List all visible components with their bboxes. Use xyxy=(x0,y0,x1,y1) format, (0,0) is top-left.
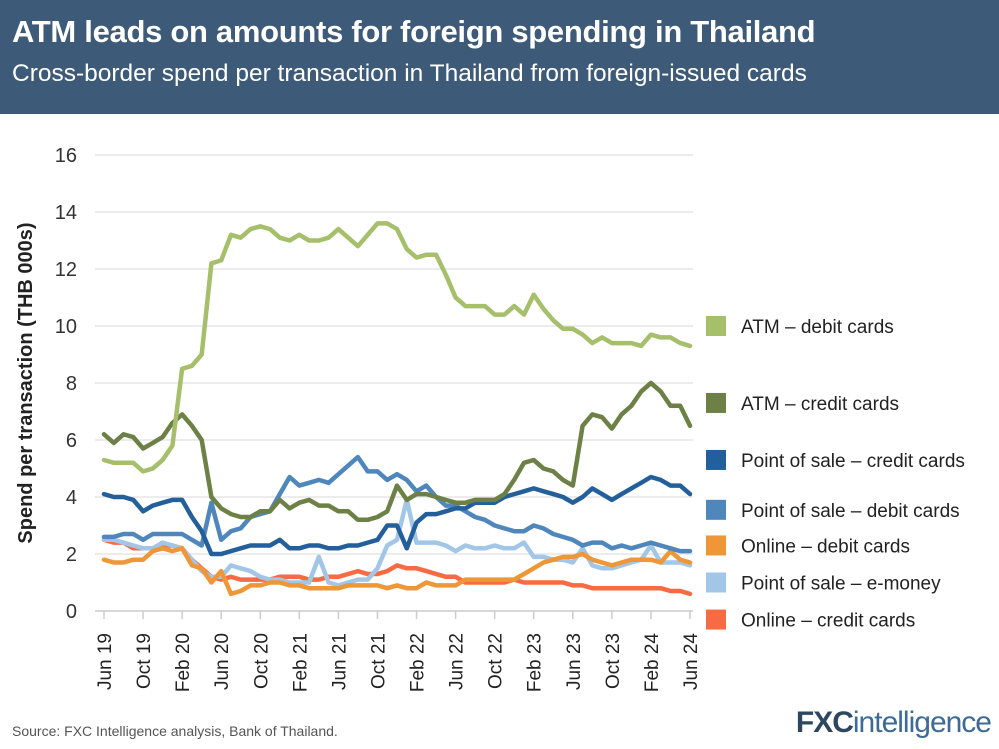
y-tick-label: 6 xyxy=(66,430,77,452)
legend-swatch xyxy=(706,392,726,413)
x-tick-label: Jun 19 xyxy=(95,633,116,690)
y-tick-label: 16 xyxy=(55,145,77,167)
logo-part: intelligence xyxy=(852,706,992,739)
y-tick-label: 14 xyxy=(55,202,77,224)
source-note: Source: FXC Intelligence analysis, Bank … xyxy=(12,723,338,739)
y-tick-label: 10 xyxy=(55,316,77,338)
series-line xyxy=(101,546,693,597)
fxc-logo: FXCintelligence xyxy=(795,706,992,740)
x-tick-label: Jun 24 xyxy=(681,633,702,690)
x-tick-label: Oct 22 xyxy=(486,633,507,689)
y-tick-label: 4 xyxy=(66,487,77,509)
x-tick-label: Feb 24 xyxy=(642,633,663,693)
x-tick-label: Feb 20 xyxy=(173,633,194,692)
y-tick-label: 0 xyxy=(66,601,77,623)
legend-swatch xyxy=(706,499,726,520)
x-tick-label: Feb 21 xyxy=(290,633,311,692)
y-tick-label: 12 xyxy=(55,259,77,281)
chart-subtitle: Cross-border spend per transaction in Th… xyxy=(12,60,807,87)
logo-part: FXC xyxy=(795,706,854,739)
x-tick-label: Jun 20 xyxy=(212,633,233,690)
header: ATM leads on amounts for foreign spendin… xyxy=(0,0,999,114)
legend-swatch xyxy=(706,609,726,630)
y-tick-label: 8 xyxy=(66,373,77,395)
x-tick-label: Feb 22 xyxy=(408,633,429,692)
legend-label: Online – debit cards xyxy=(741,536,910,557)
x-tick-label: Feb 23 xyxy=(525,633,546,692)
series-line xyxy=(101,380,693,523)
x-tick-label: Jun 22 xyxy=(447,633,468,690)
series-line xyxy=(101,474,693,557)
y-tick-label: 2 xyxy=(66,544,77,566)
x-tick-label: Jun 21 xyxy=(329,633,350,690)
legend-label: Point of sale – credit cards xyxy=(741,451,965,472)
series-line xyxy=(101,454,693,554)
chart-title: ATM leads on amounts for foreign spendin… xyxy=(12,14,816,49)
legend-label: Point of sale – debit cards xyxy=(741,501,960,522)
x-tick-label: Jun 23 xyxy=(564,633,585,690)
legend-swatch xyxy=(706,449,726,470)
y-axis-label: Spend per transaction (THB 000s) xyxy=(15,222,37,543)
x-tick-label: Oct 19 xyxy=(134,633,155,689)
legend-label: Online – credit cards xyxy=(741,611,915,632)
x-tick-label: Oct 21 xyxy=(368,633,389,689)
series-line xyxy=(101,221,693,474)
legend-swatch xyxy=(706,316,726,336)
x-tick-label: Oct 20 xyxy=(251,633,272,689)
legend-swatch xyxy=(706,572,726,593)
legend-label: ATM – debit cards xyxy=(741,317,894,338)
legend-label: ATM – credit cards xyxy=(741,394,899,415)
x-tick-label: Oct 23 xyxy=(603,633,624,689)
legend-label: Point of sale – e-money xyxy=(741,574,941,595)
legend-swatch xyxy=(706,535,726,556)
